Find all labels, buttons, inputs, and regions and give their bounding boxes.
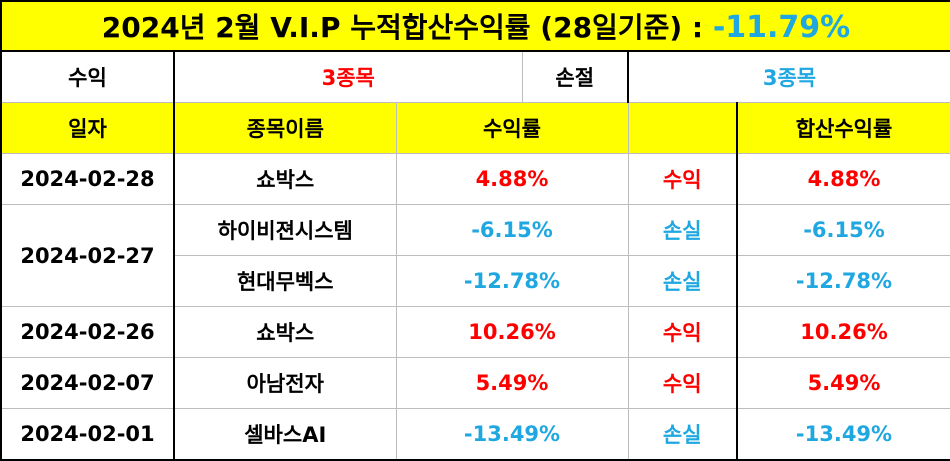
header-row: 일자 종목이름 수익률 합산수익률 xyxy=(0,102,950,154)
row-result: 손실 xyxy=(627,255,738,307)
row-name: 쇼박스 xyxy=(173,306,397,358)
row-date: 2024-02-07 xyxy=(0,357,175,409)
table-row: 2024-02-01 셀바스AI -13.49% 손실 -13.49% xyxy=(0,408,950,461)
row-result: 손실 xyxy=(627,204,738,256)
table-row: 2024-02-26 쇼박스 10.26% 수익 10.26% xyxy=(0,306,950,358)
row-return: 5.49% xyxy=(395,357,629,409)
loss-count: 3종목 xyxy=(627,50,950,103)
row-cumulative: -6.15% xyxy=(736,204,950,256)
table-row: 2024-02-28 쇼박스 4.88% 수익 4.88% xyxy=(0,153,950,205)
title-value: -11.79% xyxy=(712,10,851,45)
row-name: 현대무벡스 xyxy=(173,255,397,307)
row-date: 2024-02-26 xyxy=(0,306,175,358)
row-name: 하이비젼시스템 xyxy=(173,204,397,256)
row-name: 셀바스AI xyxy=(173,408,397,461)
title-text: 2024년 2월 V.I.P 누적합산수익률 (28일기준) : xyxy=(101,11,713,44)
table-row: 2024-02-27 하이비젼시스템 -6.15% 손실 -6.15% xyxy=(0,204,950,307)
row-return: 10.26% xyxy=(395,306,629,358)
row-date: 2024-02-27 xyxy=(0,204,175,307)
row-date: 2024-02-28 xyxy=(0,153,175,205)
summary-row: 수익 3종목 손절 3종목 xyxy=(0,50,950,103)
profit-count: 3종목 xyxy=(173,50,523,103)
table-row: 2024-02-07 아남전자 5.49% 수익 5.49% xyxy=(0,357,950,409)
row-return: -12.78% xyxy=(395,255,629,307)
row-result: 수익 xyxy=(627,306,738,358)
row-return: -6.15% xyxy=(395,204,629,256)
row-result: 수익 xyxy=(627,357,738,409)
row-result: 수익 xyxy=(627,153,738,205)
row-cumulative: 10.26% xyxy=(736,306,950,358)
row-return: 4.88% xyxy=(395,153,629,205)
loss-label: 손절 xyxy=(521,50,629,103)
row-name: 아남전자 xyxy=(173,357,397,409)
header-return: 수익률 xyxy=(395,102,629,154)
header-cumulative: 합산수익률 xyxy=(736,102,950,154)
row-cumulative: 4.88% xyxy=(736,153,950,205)
row-cumulative: -13.49% xyxy=(736,408,950,461)
row-name: 쇼박스 xyxy=(173,153,397,205)
title-row: 2024년 2월 V.I.P 누적합산수익률 (28일기준) : -11.79% xyxy=(0,0,950,52)
row-date: 2024-02-01 xyxy=(0,408,175,461)
row-cumulative: 5.49% xyxy=(736,357,950,409)
header-result xyxy=(627,102,738,154)
row-result: 손실 xyxy=(627,408,738,461)
header-date: 일자 xyxy=(0,102,175,154)
profit-label: 수익 xyxy=(0,50,175,103)
page-title: 2024년 2월 V.I.P 누적합산수익률 (28일기준) : -11.79% xyxy=(0,0,950,52)
header-name: 종목이름 xyxy=(173,102,397,154)
row-cumulative: -12.78% xyxy=(736,255,950,307)
row-return: -13.49% xyxy=(395,408,629,461)
